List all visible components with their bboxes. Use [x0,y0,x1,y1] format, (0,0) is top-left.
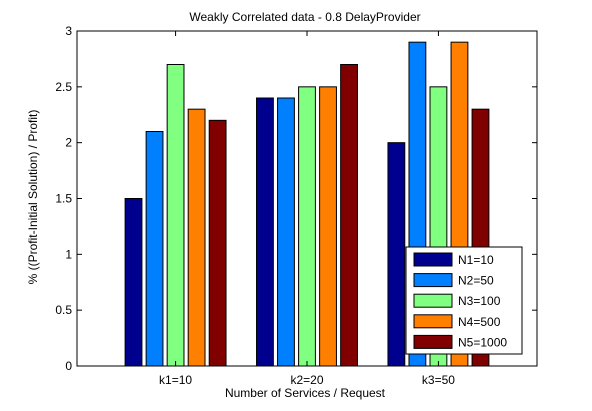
bar-n2-50-k2-20 [277,97,295,367]
bar-n1-10-k3-50 [387,142,406,367]
bar-n2-50-k1-10 [145,131,164,367]
legend-label: N2=50 [458,274,494,288]
y-tick-label: 3 [65,24,72,38]
legend-swatch [413,273,453,288]
x-tick-label: k1=10 [159,373,192,387]
bar-n4-500-k1-10 [187,108,206,367]
y-tick-label: 0 [65,359,72,373]
x-axis-label: Number of Services / Request [225,386,386,400]
legend-swatch [413,334,453,349]
bar-n3-100-k1-10 [166,64,185,367]
legend-swatch [413,252,453,267]
legend-label: N3=100 [458,294,501,308]
legend-label: N5=1000 [458,335,507,349]
bar-n5-1000-k2-20 [340,64,358,367]
bar-n4-500-k2-20 [319,86,337,367]
y-tick-label: 2.5 [55,80,72,94]
legend: N1=10 N2=50 N3=100 N4=500 N5=1000 [405,246,523,355]
bar-n1-10-k2-20 [256,97,274,367]
legend-label: N1=10 [458,253,494,267]
x-tick-label: k2=20 [290,373,323,387]
bar-n3-100-k2-20 [298,86,316,367]
y-tick-label: 2 [65,136,72,150]
legend-label: N4=500 [458,315,501,329]
x-axis: k1=10 k2=20 k3=50 [159,31,455,387]
chart-title: Weakly Correlated data - 0.8 DelayProvid… [189,10,420,24]
legend-swatch [413,293,453,308]
legend-swatch [413,314,453,329]
y-tick-label: 1.5 [55,192,72,206]
x-tick-label: k3=50 [422,373,455,387]
y-tick-label: 0.5 [55,303,72,317]
y-tick-label: 1 [65,247,72,261]
bar-n1-10-k1-10 [124,198,143,367]
y-axis-label: % ((Profit-Initial Solution) / Profit) [26,110,40,285]
bar-n5-1000-k1-10 [208,119,227,367]
y-axis: 0 0.5 1 1.5 2 2.5 3 [55,24,537,373]
